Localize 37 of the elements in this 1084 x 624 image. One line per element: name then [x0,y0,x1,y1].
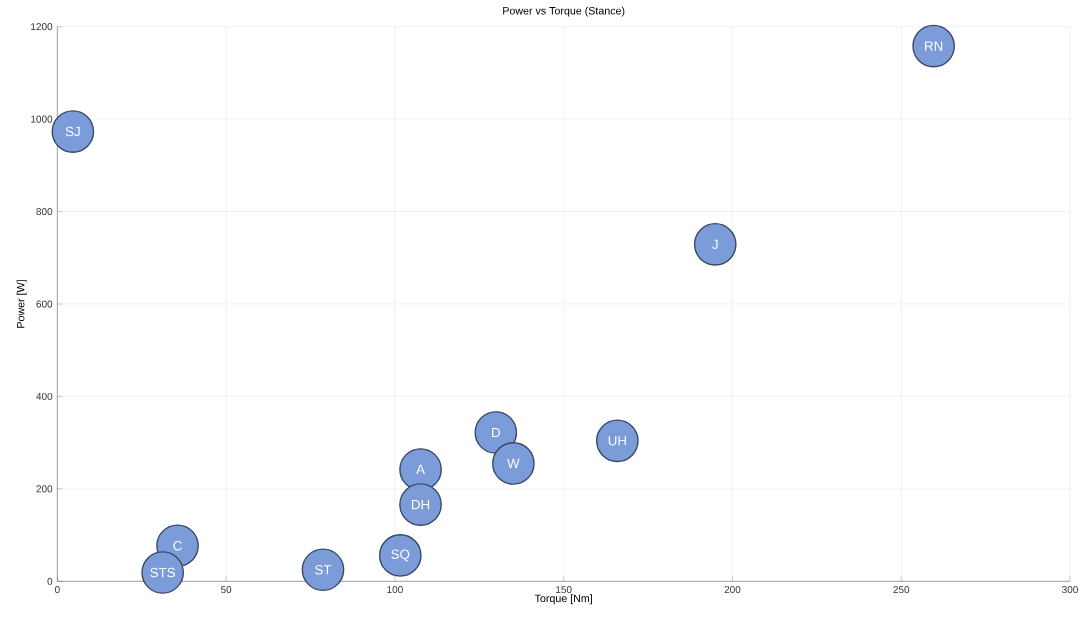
point [912,24,955,68]
point [474,411,518,454]
x-tick-label: 300 [1062,586,1078,594]
x-tick-label: 50 [220,586,232,594]
annotation: J [712,239,718,250]
y-tick-label: 600 [36,300,53,308]
point [51,110,95,153]
y-tick-label: 200 [36,485,53,493]
annotation: DH [412,500,430,510]
x-tick-label: 150 [556,586,572,594]
y-axis-title: Power [W] [16,280,27,328]
annotation: W [507,458,520,469]
annotation: UH [608,436,626,446]
annotation: C [173,541,182,551]
x-tick-label: 200 [724,586,741,594]
y-tick-label: 1000 [31,115,53,123]
point [492,442,535,485]
y-tick-label: 800 [36,208,53,216]
annotation: A [416,464,425,475]
point [399,483,442,526]
point [301,548,345,592]
x-axis-title: Torque [Nm] [534,594,592,605]
y-tick-label: 0 [47,577,53,585]
point [596,419,639,463]
y-tick-label: 1200 [31,23,53,31]
chart-title: Power vs Torque (Stance) [503,6,625,17]
annotation: SQ [391,549,410,562]
x-tick-label: 250 [893,586,910,594]
annotation: STS [150,567,176,578]
annotation: D [492,427,500,438]
x-tick-label: 0 [54,586,60,594]
annotation: SJ [65,126,80,137]
point [693,223,737,266]
annotation: RN [925,41,943,51]
x-tick-label: 100 [387,586,403,594]
annotation: ST [315,565,332,575]
y-tick-label: 400 [36,392,53,400]
